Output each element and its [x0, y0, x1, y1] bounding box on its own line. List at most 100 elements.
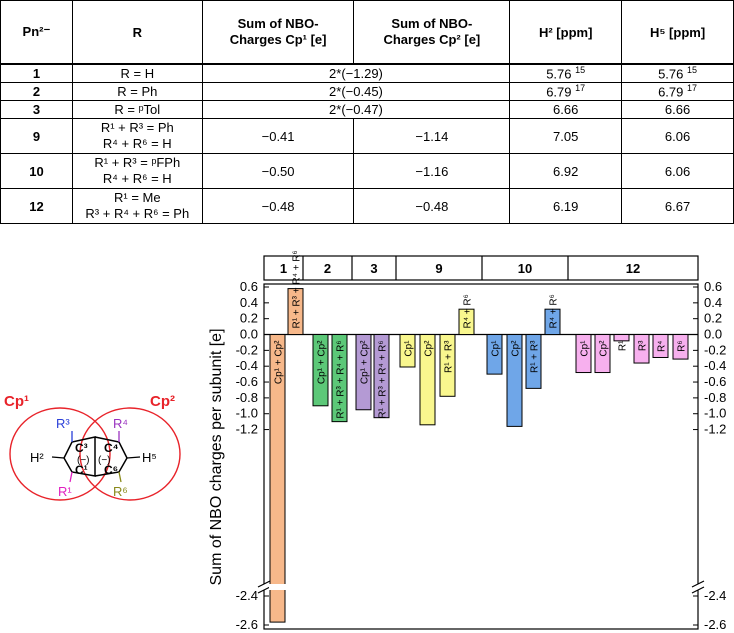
atom-r3: R³ — [56, 416, 70, 431]
bar — [439, 334, 456, 397]
bar — [544, 308, 561, 336]
row-h2: 6.79 17 — [509, 82, 623, 101]
row-h5: 5.76 15 — [621, 63, 734, 83]
row-id: 3 — [0, 100, 73, 119]
y-tick-label-left: 0.2 — [240, 311, 258, 326]
axis-break-gap — [690, 584, 706, 590]
y-tick-label-right: 0.4 — [704, 295, 722, 310]
y-tick-label-left: 0.6 — [240, 279, 258, 294]
header-pn: Pn²⁻ — [0, 0, 73, 65]
atom-c4: C⁴ — [104, 441, 119, 455]
axis-break-mark — [257, 580, 271, 588]
axis-break-mark — [691, 580, 705, 588]
bar — [652, 334, 669, 358]
axis-break-gap — [256, 584, 272, 590]
bar — [594, 334, 611, 374]
row-cp1: −0.41 — [201, 118, 355, 154]
row-id: 9 — [0, 118, 73, 154]
row-h2: 5.76 15 — [509, 63, 623, 83]
table-row: 1 R = H 2*(−1.29) 5.76 15 5.76 15 — [0, 63, 734, 83]
row-h5: 6.79 17 — [621, 82, 734, 101]
row-merged-charge: 2*(−0.47) — [201, 100, 511, 119]
row-cp2: −0.48 — [353, 188, 511, 224]
row-id: 12 — [0, 188, 73, 224]
table-row: 10 R¹ + R³ = ᵖFPh R⁴ + R⁶ = H −0.50 −1.16… — [0, 153, 734, 189]
header-r: R — [71, 0, 203, 65]
row-cp2: −1.14 — [353, 118, 511, 154]
pentalenide-structure: Cp¹ Cp² C³ C⁴ C¹ C⁶ R³ R⁴ R¹ R⁶ H² H⁵ (−… — [4, 393, 181, 501]
row-id: 10 — [0, 153, 73, 189]
y-tick-label-left: -0.6 — [236, 374, 258, 389]
cp1-ring-outline — [9, 407, 111, 501]
header-cp1: Sum of NBO- Charges Cp¹ [e] — [201, 0, 355, 65]
header-h5: H⁵ [ppm] — [621, 0, 734, 65]
row-h2: 7.05 — [509, 118, 623, 154]
bar — [613, 334, 630, 342]
group-label: 12 — [626, 261, 640, 276]
y-tick-label-right: -2.4 — [704, 588, 726, 603]
atom-c1: C¹ — [75, 463, 88, 477]
bar-label: R¹ + R³ — [444, 340, 455, 373]
row-cp1: −0.50 — [201, 153, 355, 189]
y-tick-label-right: -1.2 — [704, 422, 726, 437]
axis-break-mark — [257, 586, 271, 594]
cp1-label: Cp¹ — [4, 393, 29, 410]
row-r: R = H — [71, 63, 203, 83]
row-cp1: −0.48 — [201, 188, 355, 224]
row-r: R = ᵖTol — [71, 100, 203, 119]
atom-h2: H² — [30, 450, 44, 465]
bar-label: R¹ + R³ + R⁴ + R⁶ — [292, 250, 303, 328]
atom-c3: C³ — [75, 441, 88, 455]
row-merged-charge: 2*(−0.45) — [201, 82, 511, 101]
bar-label: R¹ — [618, 340, 629, 351]
atom-h5: H⁵ — [142, 450, 157, 465]
bar-label: Cp² — [599, 340, 610, 357]
bar-label: R⁴ + R⁶ — [463, 294, 474, 328]
bar-label: R³ — [638, 340, 649, 351]
y-tick-label-left: 0.0 — [240, 327, 258, 342]
row-h5: 6.66 — [621, 100, 734, 119]
cp2-label: Cp² — [150, 393, 175, 410]
bar — [419, 334, 436, 426]
row-id: 2 — [0, 82, 73, 101]
y-tick-label-left: -1.2 — [236, 422, 258, 437]
bar-label: R⁴ — [657, 341, 668, 353]
bar-label: Cp¹ — [580, 340, 591, 357]
bar — [373, 334, 390, 419]
bar-label: Cp¹ + Cp² — [360, 340, 371, 384]
y-tick-label-left: 0.4 — [240, 295, 258, 310]
group-label: 3 — [370, 261, 377, 276]
charge-minus-cp1: (−) — [77, 455, 90, 466]
y-tick-label-left: -1.0 — [236, 406, 258, 421]
bar-plot: 1 2 3 9 10 120.6 0.60.4 0.40.2 0.20.0 0.0-0.2 -0.2… — [236, 250, 727, 632]
group-label: 2 — [324, 261, 331, 276]
row-r: R¹ + R³ = ᵖFPh R⁴ + R⁶ = H — [71, 153, 203, 189]
row-h5: 6.06 — [621, 153, 734, 189]
plot-frame — [263, 283, 699, 630]
table-row: 2 R = Ph 2*(−0.45) 6.79 17 6.79 17 — [0, 82, 734, 101]
bar-label: Cp² — [424, 340, 435, 357]
axis-break-mark — [691, 586, 705, 594]
atom-r1: R¹ — [58, 484, 72, 499]
y-tick-label-left: -0.2 — [236, 342, 258, 357]
row-r: R¹ + R³ = Ph R⁴ + R⁶ = H — [71, 118, 203, 154]
y-tick-label-right: 0.0 — [704, 327, 722, 342]
bar-label: Cp¹ + Cp² — [317, 340, 328, 384]
bar — [672, 334, 689, 360]
row-r: R = Ph — [71, 82, 203, 101]
y-tick-label-right: -0.4 — [704, 358, 726, 373]
bar — [331, 334, 348, 423]
bar — [486, 334, 503, 375]
bar-label: R⁴ + R⁶ — [549, 294, 560, 328]
y-tick-label-left: -2.4 — [236, 588, 258, 603]
row-h2: 6.19 — [509, 188, 623, 224]
y-tick-label-right: -0.6 — [704, 374, 726, 389]
bar-label: R⁶ — [677, 341, 688, 352]
y-tick-label-right: -2.6 — [704, 617, 726, 632]
charge-minus-cp2: (−) — [98, 455, 111, 466]
bar — [633, 334, 650, 364]
y-tick-label-left: -0.4 — [236, 358, 258, 373]
bar — [525, 334, 542, 389]
row-h2: 6.66 — [509, 100, 623, 119]
group-header-box — [263, 255, 699, 281]
